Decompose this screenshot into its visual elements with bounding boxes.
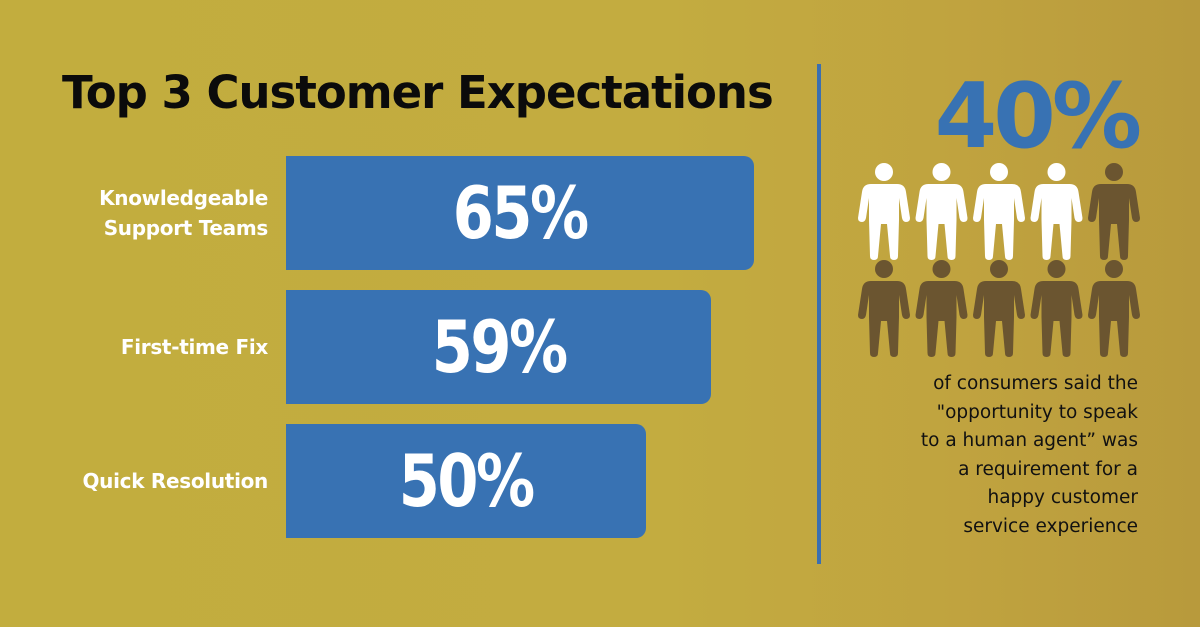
person-icon bbox=[1088, 163, 1140, 260]
bar-value-label: 50% bbox=[399, 439, 535, 523]
caption-line: of consumers said the bbox=[933, 373, 1138, 394]
bar-chart: Knowledgeable Support Teams 65% First-time… bbox=[0, 156, 754, 538]
person-icon-highlighted bbox=[1030, 163, 1083, 260]
person-icon bbox=[1030, 260, 1083, 357]
person-icon-highlighted bbox=[915, 163, 968, 260]
caption-line: happy customer bbox=[987, 487, 1139, 508]
person-icon bbox=[915, 260, 968, 357]
bar-row: First-time Fix bbox=[0, 290, 268, 404]
bar-category-label: Quick Resolution bbox=[82, 469, 268, 493]
page-title: Top 3 Customer Expectations bbox=[62, 66, 774, 119]
divider bbox=[817, 64, 821, 564]
bar: 50% bbox=[286, 424, 646, 538]
person-icon-highlighted bbox=[973, 163, 1025, 260]
bar-row: Quick Resolution bbox=[0, 424, 268, 538]
bar-row: Knowledgeable Support Teams bbox=[0, 156, 268, 270]
bar: 59% bbox=[286, 290, 711, 404]
person-icon bbox=[1088, 260, 1140, 357]
bar-category-label: First-time Fix bbox=[120, 335, 268, 359]
caption-line: "opportunity to speak bbox=[936, 401, 1138, 423]
people-pictograph bbox=[858, 163, 1140, 357]
caption-line: a requirement for a bbox=[958, 458, 1138, 480]
stat-value: 40% bbox=[934, 64, 1142, 169]
bar-value-label: 65% bbox=[453, 171, 589, 255]
stat-caption: of consumers said the "opportunity to spe… bbox=[838, 370, 1138, 541]
person-icon bbox=[858, 260, 910, 357]
person-icon-highlighted bbox=[858, 163, 910, 260]
person-icon bbox=[973, 260, 1025, 357]
bar-category-label: Knowledgeable Support Teams bbox=[99, 186, 268, 240]
caption-line: to a human agent” was bbox=[920, 430, 1138, 451]
caption-line: service experience bbox=[963, 515, 1138, 537]
bar: 65% bbox=[286, 156, 754, 270]
bar-value-label: 59% bbox=[431, 305, 568, 389]
